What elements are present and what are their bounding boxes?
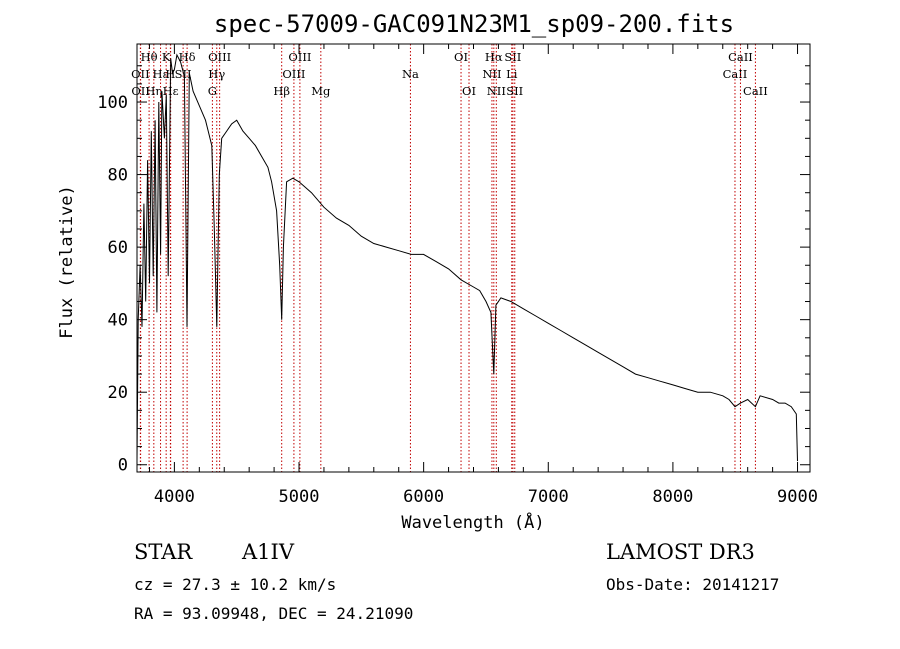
spectral-line-label: OII	[131, 67, 150, 81]
spectral-line-label: Hδ	[179, 50, 196, 64]
spectral-line-label: Hβ	[273, 84, 290, 98]
survey-name: LAMOST DR3	[606, 540, 755, 564]
spectral-line-label: NII	[487, 84, 506, 98]
plot-frame	[136, 43, 811, 473]
y-tick-label: 100	[97, 93, 128, 113]
observation-date: Obs-Date: 20141217	[606, 575, 779, 594]
y-tick-label: 40	[108, 311, 128, 331]
y-tick-label: 80	[108, 166, 128, 186]
spectral-line-label: Hη	[145, 84, 162, 98]
x-tick-label: 7000	[528, 487, 569, 507]
redshift-velocity: cz = 27.3 ± 10.2 km/s	[134, 575, 336, 594]
ra-dec-coordinates: RA = 93.09948, DEC = 24.21090	[134, 604, 413, 623]
spectral-line-label: Hθ	[141, 50, 158, 64]
spectral-line-label: SII	[504, 50, 521, 64]
spectral-line-label: G	[208, 84, 217, 98]
spectral-line-label: CaII	[728, 50, 753, 64]
spectrum-series-line	[136, 53, 798, 462]
spectral-line-label: OIII	[282, 67, 305, 81]
spectral-line-label: OIII	[208, 50, 231, 64]
spectral-line-label: OI	[454, 50, 468, 64]
object-subclass: A1IV	[241, 540, 295, 564]
x-tick-label: 9000	[777, 487, 818, 507]
spectral-line-label: Li	[506, 67, 518, 81]
spectral-line-label: SII	[506, 84, 523, 98]
spectral-line-label: OII	[131, 84, 150, 98]
y-tick-label: 0	[118, 456, 128, 476]
x-tick-label: 8000	[652, 487, 693, 507]
spectral-line-label: Hε	[153, 67, 169, 81]
y-tick-label: 20	[108, 383, 128, 403]
x-tick-label: 4000	[154, 487, 195, 507]
y-tick-label: 60	[108, 238, 128, 258]
x-axis-label: Wavelength (Å)	[401, 511, 544, 533]
y-axis-label: Flux (relative)	[57, 185, 77, 339]
spectral-line-markers: OIIOIIHθHηHεKHHεSIIHδGHγOIIIHβOIIIOIIIMg…	[131, 44, 768, 472]
spectral-line-label: OI	[462, 84, 476, 98]
spectral-line-label: NII	[482, 67, 501, 81]
object-class: STAR	[134, 540, 193, 564]
chart-title: spec-57009-GAC091N23M1_sp09-200.fits	[214, 10, 734, 38]
spectral-line-label: OIII	[288, 50, 311, 64]
x-tick-label: 6000	[403, 487, 444, 507]
spectral-line-label: SII	[175, 67, 192, 81]
x-tick-label: 5000	[279, 487, 320, 507]
y-axis-ticks: 0 20 40 60 80 100	[97, 65, 810, 476]
spectral-line-label: Mg	[311, 84, 331, 98]
spectral-line-label: Hα	[485, 50, 503, 64]
spectral-line-label: Na	[402, 67, 419, 81]
spectral-line-label: K	[162, 50, 171, 64]
x-axis-ticks: 4000 5000 6000 7000 8000 9000	[148, 44, 818, 507]
spectral-line-label: Hγ	[208, 67, 225, 81]
spectral-line-label: CaII	[743, 84, 768, 98]
spectral-line-label: CaII	[723, 67, 748, 81]
